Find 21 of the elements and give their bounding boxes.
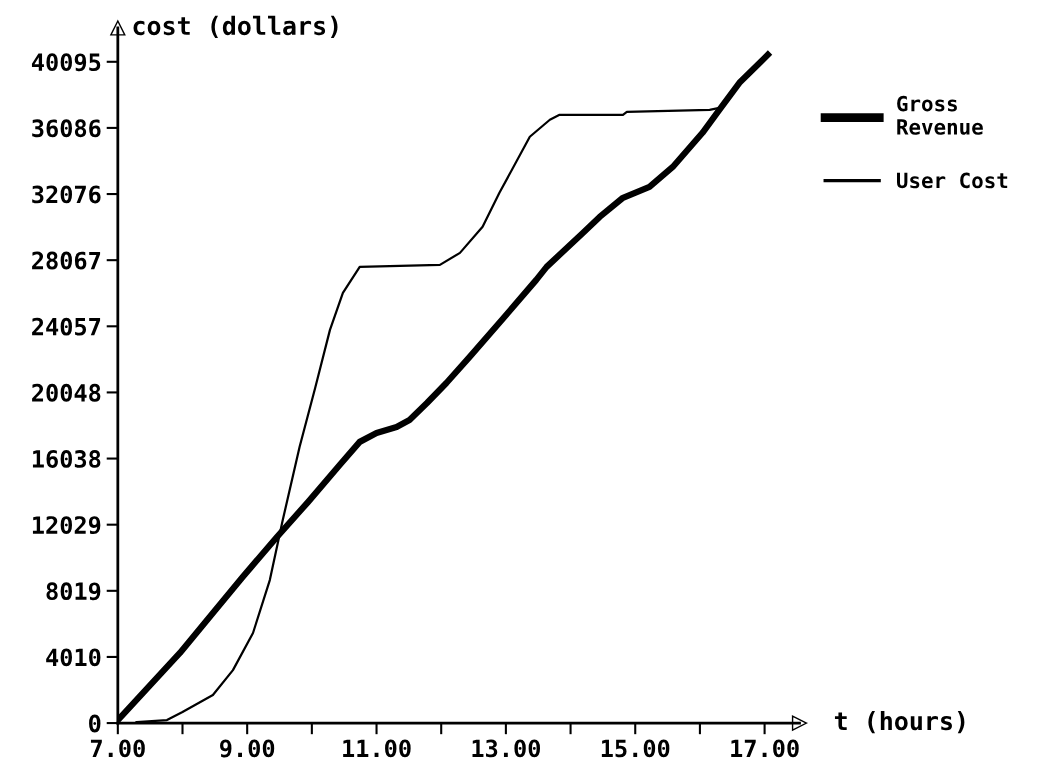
x-tick-label: 11.00	[343, 739, 411, 758]
y-tick-label: 32076	[32, 185, 101, 204]
y-tick-label: 20048	[32, 383, 101, 402]
y-tick-label: 28067	[32, 251, 101, 270]
x-tick-label: 13.00	[472, 739, 541, 758]
y-tick-label: 40095	[31, 53, 101, 72]
x-tick-label: 9.00	[220, 739, 275, 758]
y-tick-label: 8019	[46, 582, 101, 601]
legend-label: User Cost	[897, 172, 1008, 189]
y-tick-label: 16038	[32, 450, 101, 468]
legend-label: Gross Revenue	[897, 95, 983, 135]
y-tick-label: 12029	[32, 516, 101, 535]
y-tick-label: 4010	[46, 648, 101, 667]
x-tick-label: 17.00	[731, 739, 799, 758]
y-tick-label: 0	[89, 714, 101, 733]
x-axis-title: t (hours)	[834, 710, 965, 734]
y-axis-title: cost (dollars)	[133, 15, 338, 39]
y-tick-label: 36086	[32, 119, 101, 138]
x-tick-label: 7.00	[90, 739, 145, 758]
x-tick-label: 15.00	[601, 739, 670, 758]
y-tick-label: 24057	[32, 317, 101, 336]
